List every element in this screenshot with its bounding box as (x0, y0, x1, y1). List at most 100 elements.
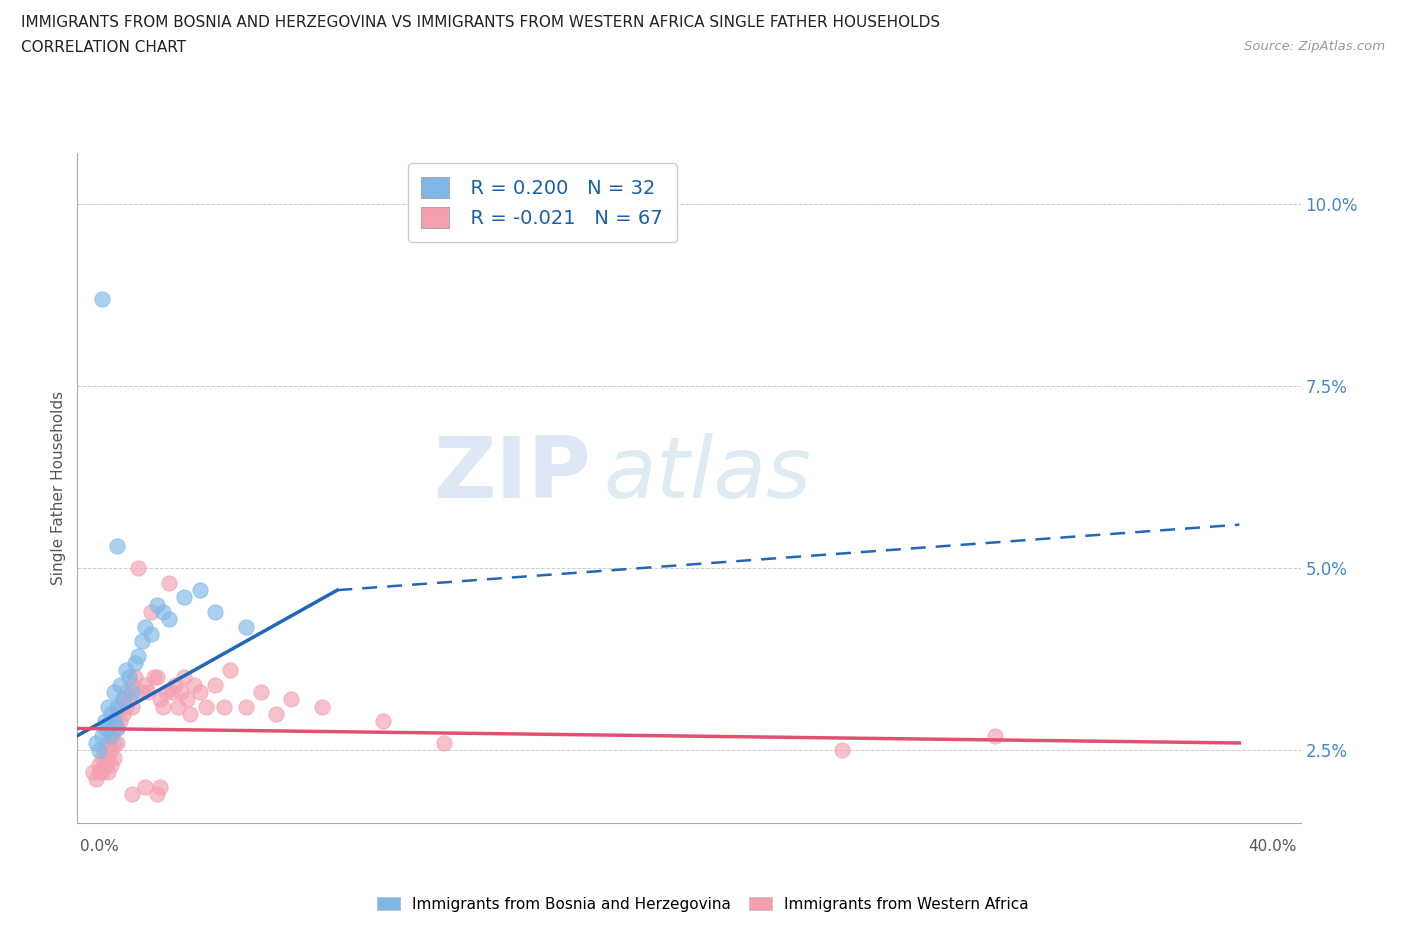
Point (115, 663, 138, 678)
Point (94, 721, 117, 736)
Text: atlas: atlas (603, 433, 811, 516)
Point (84, 772, 107, 787)
Point (831, 743, 853, 758)
Point (176, 692, 198, 707)
Text: CORRELATION CHART: CORRELATION CHART (21, 40, 186, 55)
Point (90, 764, 112, 779)
Point (105, 736, 128, 751)
Point (94, 743, 117, 758)
Point (152, 604, 174, 619)
Point (433, 736, 456, 751)
Text: Source: ZipAtlas.com: Source: ZipAtlas.com (1244, 40, 1385, 53)
Point (250, 684, 273, 699)
Point (124, 670, 146, 684)
Point (82, 764, 104, 779)
Point (149, 779, 172, 794)
Point (103, 721, 125, 736)
Text: 0.0%: 0.0% (80, 839, 120, 854)
Point (108, 713, 131, 728)
Point (149, 692, 172, 707)
Point (165, 677, 187, 692)
Point (94, 757, 117, 772)
Point (311, 699, 333, 714)
Point (188, 583, 211, 598)
Point (100, 728, 122, 743)
Point (87, 743, 110, 758)
Point (100, 707, 122, 722)
Point (112, 692, 135, 707)
Point (235, 699, 257, 714)
Point (235, 619, 257, 634)
Point (97, 721, 120, 736)
Point (100, 728, 122, 743)
Point (100, 757, 122, 772)
Text: ZIP: ZIP (433, 433, 591, 516)
Text: IMMIGRANTS FROM BOSNIA AND HERZEGOVINA VS IMMIGRANTS FROM WESTERN AFRICA SINGLE : IMMIGRANTS FROM BOSNIA AND HERZEGOVINA V… (21, 15, 941, 30)
Point (97, 699, 120, 714)
Point (105, 721, 128, 736)
Point (105, 721, 128, 736)
Point (157, 612, 180, 627)
Point (173, 590, 195, 604)
Point (204, 677, 226, 692)
Point (121, 684, 143, 699)
Point (87, 757, 110, 772)
Point (112, 692, 135, 707)
Point (142, 670, 165, 684)
Point (146, 670, 169, 684)
Point (121, 677, 143, 692)
Point (139, 627, 162, 642)
Point (108, 699, 131, 714)
Point (103, 684, 125, 699)
Legend: Immigrants from Bosnia and Herzegovina, Immigrants from Western Africa: Immigrants from Bosnia and Herzegovina, … (371, 890, 1035, 918)
Point (121, 699, 143, 714)
Point (124, 656, 146, 671)
Point (90, 728, 112, 743)
Point (87, 764, 110, 779)
Point (280, 692, 302, 707)
Point (121, 787, 143, 802)
Point (188, 684, 211, 699)
Point (127, 561, 149, 576)
Point (134, 677, 156, 692)
Point (97, 751, 120, 765)
Point (118, 692, 141, 707)
Point (134, 779, 156, 794)
Point (136, 684, 159, 699)
Point (131, 633, 153, 648)
Point (160, 684, 183, 699)
Point (264, 707, 287, 722)
Point (103, 713, 125, 728)
Y-axis label: Single Father Households: Single Father Households (51, 392, 66, 585)
Point (183, 677, 205, 692)
Point (194, 699, 217, 714)
Point (173, 670, 195, 684)
Point (167, 699, 190, 714)
Point (152, 699, 174, 714)
Legend:   R = 0.200   N = 32,   R = -0.021   N = 67: R = 0.200 N = 32, R = -0.021 N = 67 (408, 163, 676, 242)
Point (139, 604, 162, 619)
Point (118, 670, 141, 684)
Point (984, 728, 1007, 743)
Point (112, 707, 135, 722)
Point (100, 743, 122, 758)
Point (105, 699, 128, 714)
Point (84, 736, 107, 751)
Point (179, 707, 201, 722)
Text: 40.0%: 40.0% (1249, 839, 1296, 854)
Point (90, 751, 112, 765)
Point (127, 648, 149, 663)
Point (97, 736, 120, 751)
Point (103, 751, 125, 765)
Point (105, 707, 128, 722)
Point (131, 684, 153, 699)
Point (204, 604, 226, 619)
Point (134, 619, 156, 634)
Point (170, 684, 193, 699)
Point (146, 787, 169, 802)
Point (108, 677, 131, 692)
Point (219, 663, 242, 678)
Point (103, 736, 125, 751)
Point (157, 576, 180, 591)
Point (371, 713, 394, 728)
